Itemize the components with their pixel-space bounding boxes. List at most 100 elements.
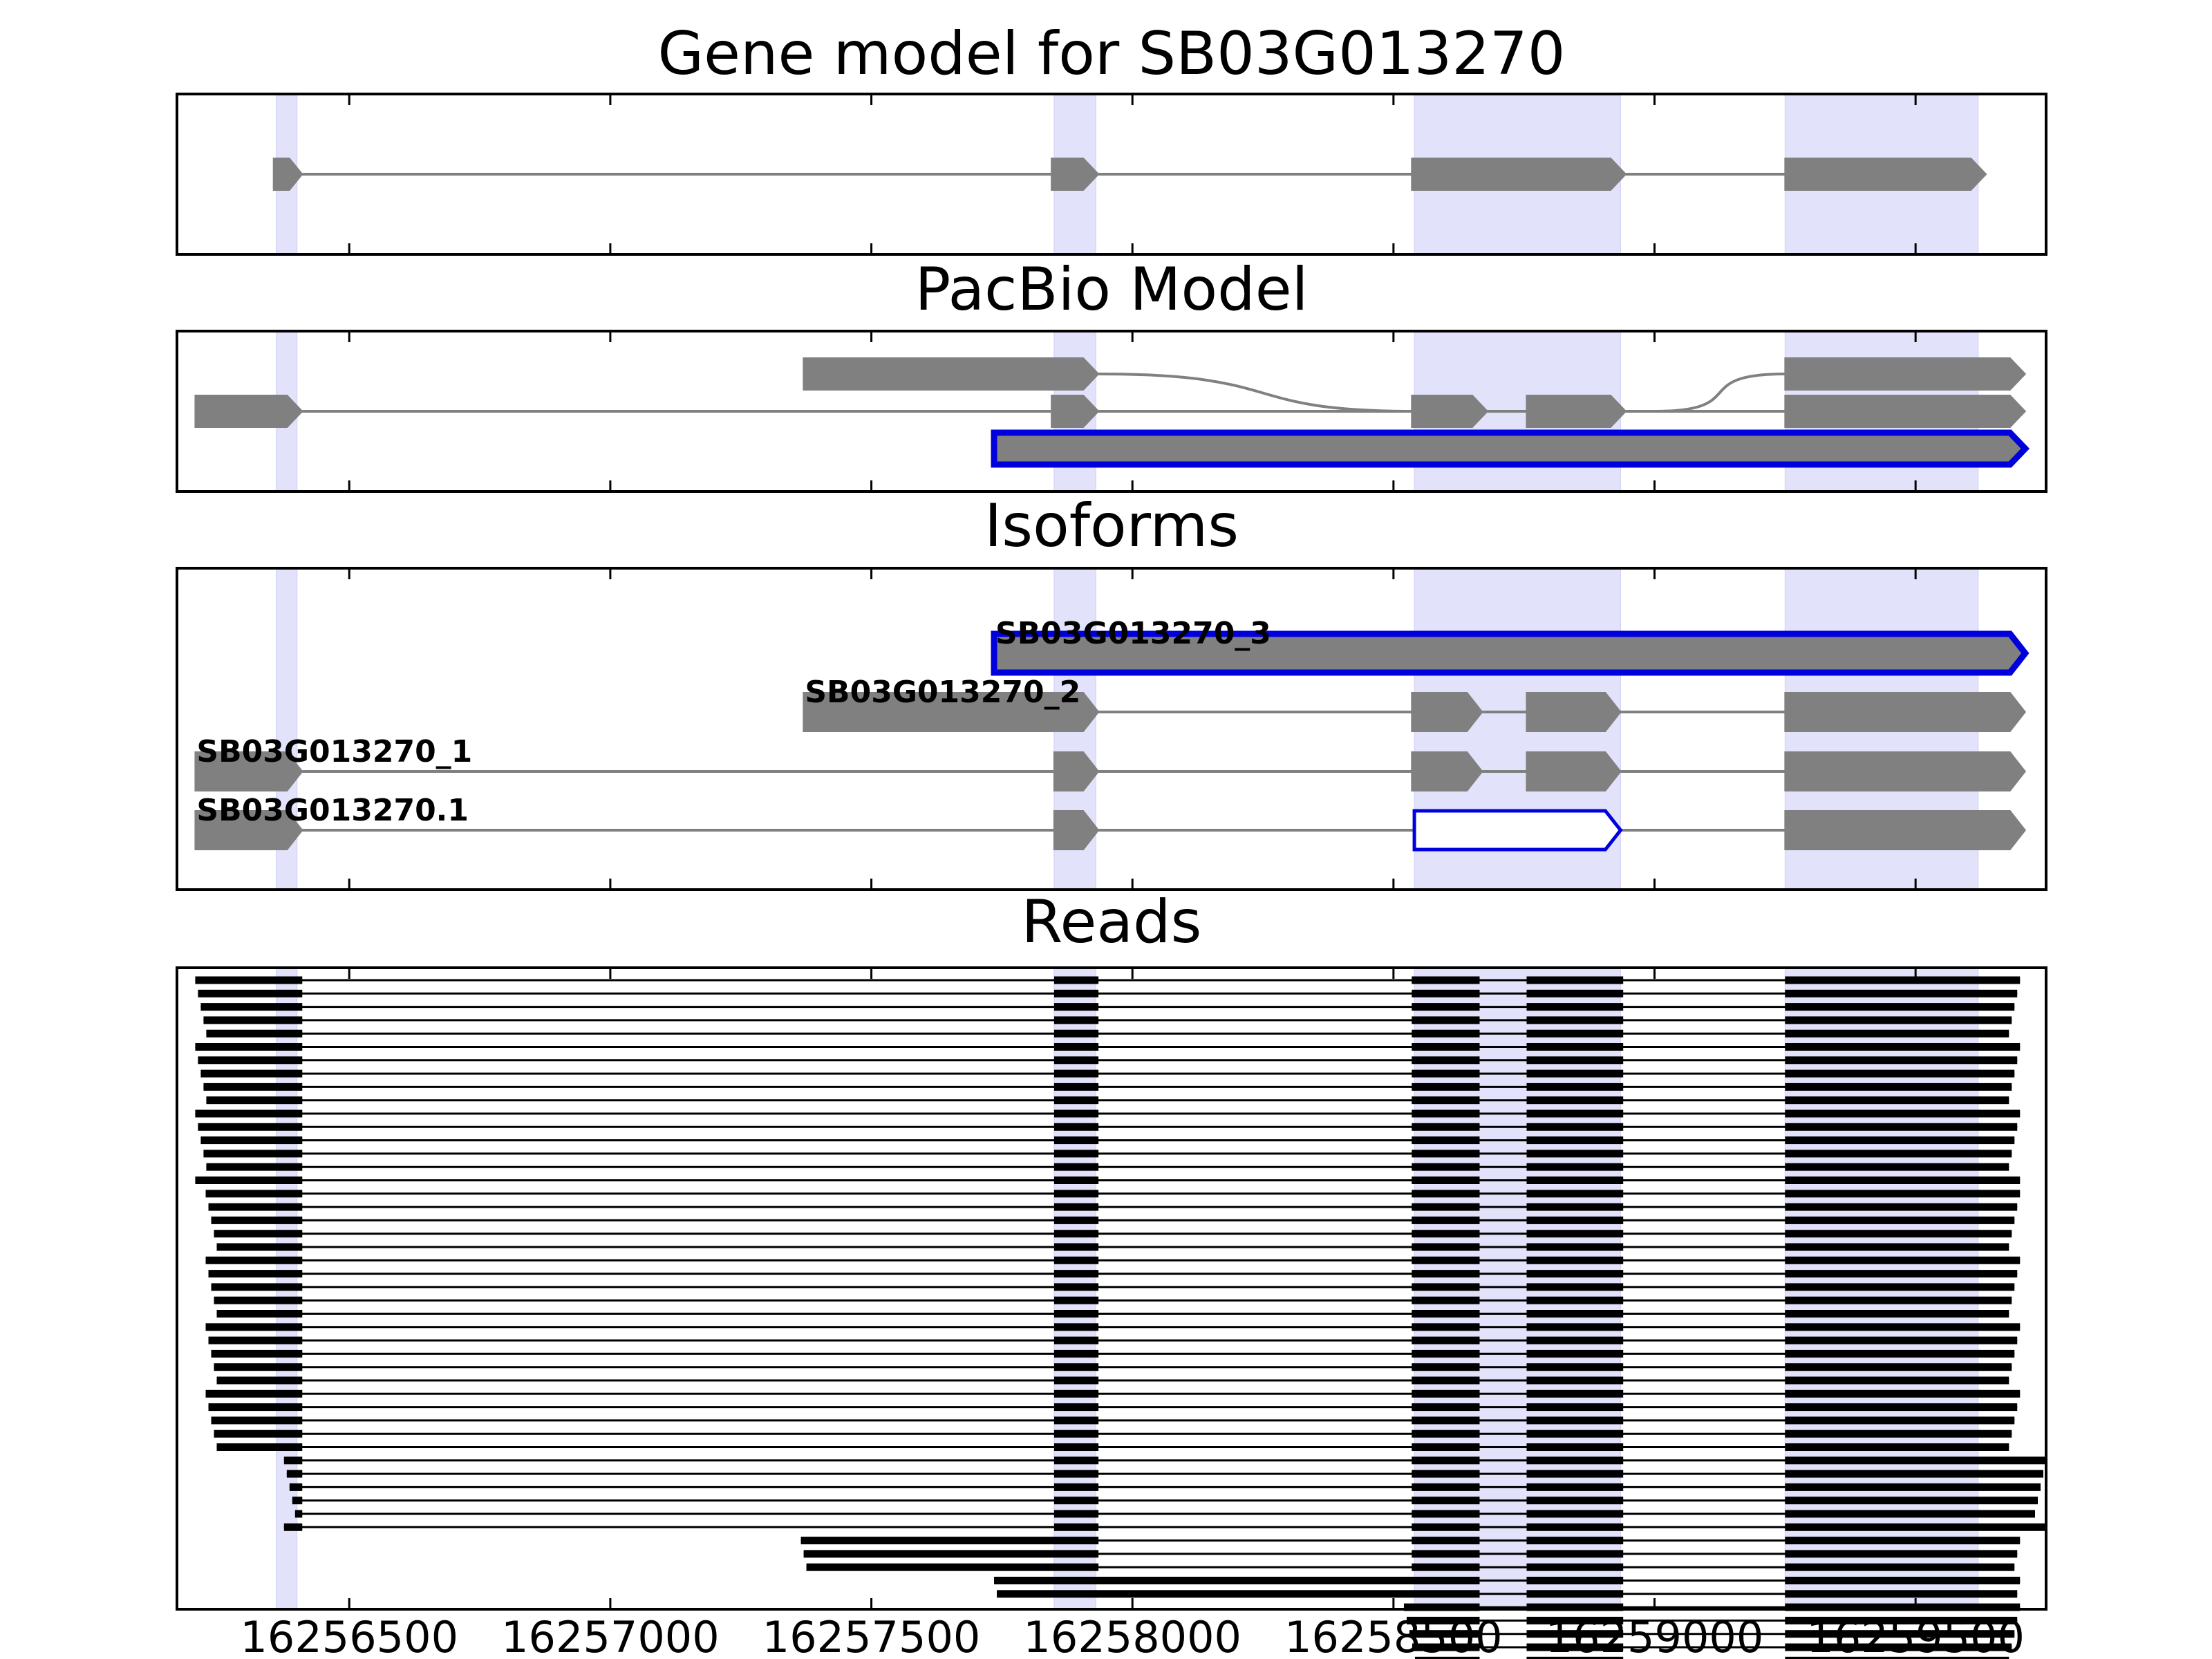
read-exon: [1053, 1190, 1099, 1198]
read-exon: [1053, 1216, 1099, 1224]
read-exon: [294, 1510, 303, 1518]
read-exon: [1053, 1203, 1099, 1211]
read-exon: [1412, 1310, 1480, 1318]
read-exon: [1785, 1363, 2012, 1371]
read-exon: [1785, 1177, 2021, 1184]
read-exon: [1526, 1216, 1624, 1224]
transcript-track: [194, 751, 2027, 791]
read-exon: [1526, 1403, 1624, 1412]
read-exon: [1785, 1163, 2009, 1171]
read-exon: [1526, 1590, 1624, 1598]
read-exon: [1412, 1283, 1480, 1291]
read-exon: [1526, 1456, 1624, 1465]
read-exon: [1053, 1256, 1099, 1264]
read-exon: [1412, 1349, 1480, 1358]
read-exon: [206, 1029, 303, 1038]
read-exon: [1526, 1563, 1624, 1571]
read-exon: [214, 1296, 303, 1304]
read-exon: [1053, 1456, 1099, 1465]
read-exon: [1412, 1190, 1480, 1198]
read-exon: [195, 1177, 303, 1184]
read-exon: [195, 976, 303, 984]
read-row: [211, 1349, 2015, 1358]
read-exon: [1785, 1056, 2018, 1065]
read-exon: [1053, 1497, 1099, 1505]
read-exon: [216, 1243, 303, 1251]
read-row: [200, 1003, 2015, 1011]
read-exon: [216, 1310, 303, 1318]
read-exon: [1785, 1029, 2009, 1038]
read-exon: [1526, 1577, 1624, 1584]
read-exon: [1053, 1096, 1099, 1105]
exon-block: [1526, 751, 1622, 791]
read-exon: [1785, 1216, 2015, 1224]
read-exon: [1526, 1109, 1624, 1118]
exon-block: [803, 357, 1100, 391]
read-exon: [211, 1349, 303, 1358]
read-exon: [205, 1190, 303, 1198]
read-exon: [1053, 1270, 1099, 1278]
read-exon: [1526, 1523, 1624, 1531]
read-exon: [1412, 1643, 1480, 1651]
read-exon: [1412, 1029, 1480, 1038]
read-exon: [1526, 1177, 1624, 1184]
read-row: [216, 1310, 2009, 1318]
read-row: [283, 1456, 2046, 1465]
read-row: [208, 1403, 2018, 1412]
read-exon: [1412, 1243, 1480, 1251]
read-exon: [1053, 1230, 1099, 1238]
read-exon: [1526, 1510, 1624, 1518]
read-exon: [1053, 1136, 1099, 1145]
read-exon: [1785, 1230, 2012, 1238]
read-exon: [206, 1163, 303, 1171]
read-exon: [1785, 1270, 2018, 1278]
read-row: [205, 1323, 2021, 1331]
read-exon: [1412, 976, 1480, 984]
read-exon: [1053, 1510, 1099, 1518]
read-exon: [200, 1069, 303, 1078]
panel-frame: [176, 330, 2047, 493]
exon-block: [991, 630, 2030, 676]
read-exon: [1412, 1296, 1480, 1304]
read-exon: [1412, 1403, 1480, 1412]
read-exon: [1785, 1190, 2021, 1198]
read-exon: [1785, 1043, 2021, 1051]
x-axis: 16256500 16257000 16257500 16258000 16258500…: [240, 1612, 2024, 1659]
read-exon: [195, 1043, 303, 1051]
read-exon: [1526, 989, 1624, 997]
read-exon: [1053, 1150, 1099, 1158]
read-exon: [1526, 1256, 1624, 1264]
read-exon: [1526, 1470, 1624, 1478]
read-row: [203, 1016, 2012, 1024]
read-exon: [1412, 1270, 1480, 1278]
read-exon: [1412, 1456, 1480, 1465]
read-exon: [1053, 1389, 1099, 1398]
read-exon: [1412, 1043, 1480, 1051]
read-exon: [1526, 1336, 1624, 1344]
read-exon: [1526, 1656, 1624, 1659]
read-exon: [198, 1056, 303, 1065]
read-exon: [1785, 1510, 2035, 1518]
read-exon: [208, 1203, 303, 1211]
read-exon: [211, 1216, 303, 1224]
exon-block: [1411, 692, 1483, 732]
read-exon: [1785, 1082, 2012, 1091]
read-exon: [1785, 1483, 2041, 1491]
read-exon: [1412, 1056, 1480, 1065]
read-exon: [1785, 1123, 2018, 1131]
read-exon: [1412, 1563, 1480, 1571]
read-exon: [1053, 1177, 1099, 1184]
isoforms-title: Isoforms: [984, 491, 1239, 561]
read-row: [214, 1430, 2012, 1438]
read-exon: [1785, 1109, 2021, 1118]
isoform-label: SB03G013270_1: [196, 734, 472, 769]
read-exon: [1526, 1310, 1624, 1318]
read-exon: [1053, 1109, 1099, 1118]
read-exon: [1053, 1310, 1099, 1318]
read-exon: [1053, 1163, 1099, 1171]
read-row: [198, 989, 2018, 997]
reads-title: Reads: [1022, 888, 1202, 957]
read-exon: [1526, 1150, 1624, 1158]
read-exon: [1412, 1389, 1480, 1398]
read-exon: [1412, 1483, 1480, 1491]
